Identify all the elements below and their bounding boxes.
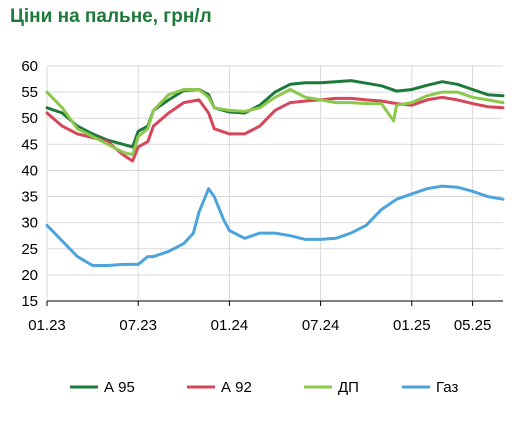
series-line-4 (45, 184, 505, 267)
legend-label: А 92 (221, 379, 252, 396)
x-tick-label: 01.24 (211, 317, 249, 334)
y-tick-label: 20 (21, 267, 38, 284)
y-tick-label: 60 (21, 58, 38, 75)
x-tick-label: 07.24 (302, 317, 340, 334)
y-tick-label: 40 (21, 162, 38, 179)
y-tick-label: 30 (21, 215, 38, 232)
chart-title: Ціни на пальне, грн/л (10, 6, 212, 27)
legend: А 95 А 92 ДП Газ (70, 379, 458, 396)
series-line-2 (45, 95, 505, 163)
x-tick-label: 01.25 (393, 317, 431, 334)
legend-label: ДП (338, 379, 359, 396)
axes: 15 20 25 30 35 40 45 50 55 60 01.23 07.23 01.24 07.24… (21, 58, 503, 334)
series-lines (45, 79, 505, 267)
y-tick-label: 45 (21, 136, 38, 153)
legend-label: А 95 (104, 379, 135, 396)
y-tick-label: 55 (21, 84, 38, 101)
series-line-3 (45, 88, 505, 157)
legend-label: Газ (436, 379, 458, 396)
y-tick-label: 50 (21, 110, 38, 127)
series-line-1 (45, 79, 505, 149)
x-tick-label: 01.23 (28, 317, 66, 334)
y-tick-label: 35 (21, 189, 38, 206)
x-tick-label: 07.23 (119, 317, 157, 334)
x-tick-label: 05.25 (454, 317, 492, 334)
y-tick-label: 25 (21, 241, 38, 258)
y-tick-label: 15 (21, 293, 38, 310)
